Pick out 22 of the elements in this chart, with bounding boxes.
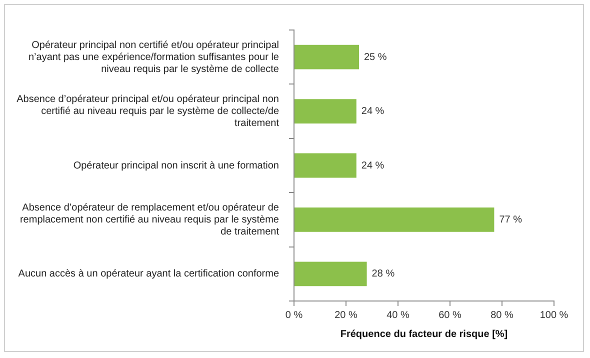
y-tick-label: Opérateur principal non certifié et/ou opérateur principal n’ayant pas une expérience/formation suffisantes pour le niveau requis par le système de collecte xyxy=(28,40,280,75)
y-tick-label: Aucun accès à un opérateur ayant la certification conforme xyxy=(18,268,280,280)
y-tick-label: Opérateur principal non inscrit à une formation xyxy=(73,160,279,172)
x-tick-label: 20 % xyxy=(334,310,358,321)
y-tick-label: Absence d’opérateur principal et/ou opérateur principal non certifié au niveau requis par le système de collecte/de traitement xyxy=(16,94,280,130)
bar xyxy=(294,153,356,178)
x-tick-label: 80 % xyxy=(490,310,514,321)
bar xyxy=(294,99,356,124)
data-label: 77 % xyxy=(499,214,522,226)
bar xyxy=(294,208,494,232)
x-tick-label: 60 % xyxy=(438,310,462,321)
y-tick-label: Absence d’opérateur de remplacement et/ou opérateur de remplacement non certifié au niveau requis par le système de traitement xyxy=(20,202,280,238)
x-tick-label: 100 % xyxy=(540,310,568,321)
x-tick-label: 0 % xyxy=(285,310,303,321)
bar xyxy=(294,44,359,70)
data-label: 24 % xyxy=(361,106,384,118)
x-tick-label: 40 % xyxy=(386,310,410,321)
x-axis-title: Fréquence du facteur de risque [%] xyxy=(340,328,508,340)
data-label: 25 % xyxy=(364,52,387,63)
bar xyxy=(294,262,367,286)
data-label: 28 % xyxy=(372,268,395,280)
data-label: 24 % xyxy=(361,160,384,172)
